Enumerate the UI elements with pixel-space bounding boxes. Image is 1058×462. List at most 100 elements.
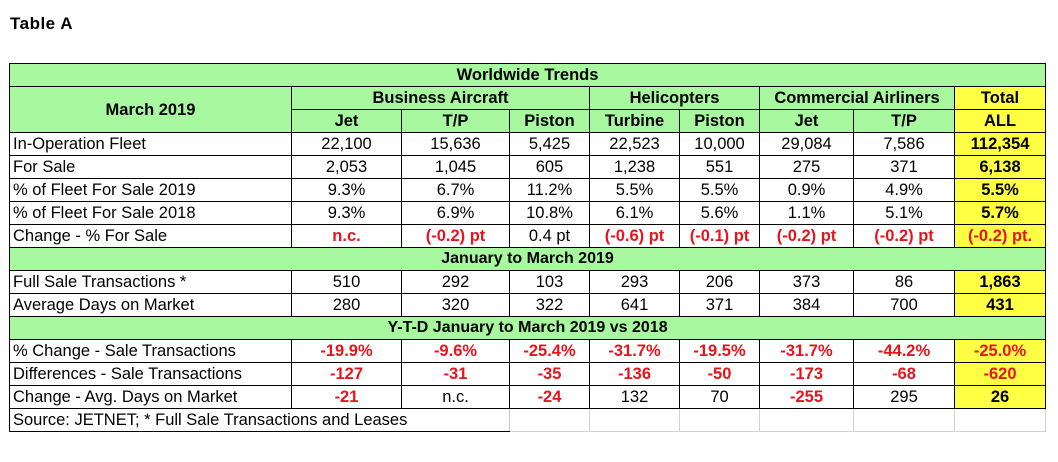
col-header: Piston — [679, 109, 760, 133]
total-cell: -620 — [953, 362, 1047, 386]
table-cell: 510 — [291, 270, 402, 294]
group-helicopters: Helicopters — [589, 86, 760, 110]
table-cell: 22,523 — [589, 132, 680, 156]
table-cell: 0.4 pt — [509, 224, 590, 248]
table-cell: 9.3% — [291, 201, 402, 225]
section-title-jan-mar: January to March 2019 — [8, 247, 1047, 271]
table-cell: 86 — [853, 270, 955, 294]
table-row: Average Days on Market 280 320 322 641 371 384… — [9, 293, 1047, 317]
table-cell: 551 — [679, 155, 760, 179]
table-cell: 641 — [589, 293, 680, 317]
total-cell: 6,138 — [953, 155, 1047, 179]
table-cell: 6.7% — [401, 178, 510, 202]
table-cell: 15,636 — [401, 132, 510, 156]
row-label: Differences - Sale Transactions — [9, 362, 292, 386]
table-cell: 322 — [509, 293, 590, 317]
row-label: Change - Avg. Days on Market — [9, 385, 292, 409]
table-cell: 1.1% — [759, 201, 854, 225]
table-cell: (-0.1) pt — [679, 224, 760, 248]
col-header: T/P — [853, 109, 955, 133]
row-label: % of Fleet For Sale 2018 — [9, 201, 292, 225]
table-cell: -173 — [759, 362, 854, 386]
table-cell: 29,084 — [759, 132, 854, 156]
empty-cell — [759, 408, 854, 432]
col-header: Turbine — [589, 109, 680, 133]
table-cell: 371 — [679, 293, 760, 317]
table-cell: 206 — [679, 270, 760, 294]
total-cell: -25.0% — [953, 339, 1047, 363]
table-cell: -255 — [759, 385, 854, 409]
table-cell: 5.1% — [853, 201, 955, 225]
table-cell: -19.5% — [679, 339, 760, 363]
table-cell: 10.8% — [509, 201, 590, 225]
table-cell: 6.1% — [589, 201, 680, 225]
table-cell: 7,586 — [853, 132, 955, 156]
table-cell: 4.9% — [853, 178, 955, 202]
empty-cell — [953, 408, 1047, 432]
col-header: Jet — [291, 109, 402, 133]
empty-cell — [589, 408, 680, 432]
row-label: % of Fleet For Sale 2019 — [9, 178, 292, 202]
total-cell: (-0.2) pt. — [953, 224, 1047, 248]
total-cell: 26 — [953, 385, 1047, 409]
row-label: Full Sale Transactions * — [9, 270, 292, 294]
table-row: Change - Avg. Days on Market -21 n.c. -24 13… — [9, 385, 1047, 409]
table-cell: 5,425 — [509, 132, 590, 156]
table-cell: -25.4% — [509, 339, 590, 363]
table-cell: 1,045 — [401, 155, 510, 179]
table-cell: (-0.2) pt — [401, 224, 510, 248]
table-cell: -21 — [291, 385, 402, 409]
table-row: Full Sale Transactions * 510 292 103 293 206 3… — [9, 270, 1047, 294]
table-cell: 371 — [853, 155, 955, 179]
table-cell: -50 — [679, 362, 760, 386]
table-cell: (-0.6) pt — [589, 224, 680, 248]
row-label: In-Operation Fleet — [9, 132, 292, 156]
table-cell: 373 — [759, 270, 854, 294]
row-label: Average Days on Market — [9, 293, 292, 317]
period-label: March 2019 — [9, 86, 292, 133]
empty-cell — [853, 408, 955, 432]
table-cell: 293 — [589, 270, 680, 294]
table-cell: 132 — [589, 385, 680, 409]
table-cell: 6.9% — [401, 201, 510, 225]
table-cell: -31 — [401, 362, 510, 386]
table-cell: -127 — [291, 362, 402, 386]
table-cell: -31.7% — [759, 339, 854, 363]
group-business-aircraft: Business Aircraft — [291, 86, 590, 110]
table-cell: 605 — [509, 155, 590, 179]
row-label: For Sale — [9, 155, 292, 179]
col-header: Piston — [509, 109, 590, 133]
col-header-total: ALL — [953, 109, 1047, 133]
group-commercial-airliners: Commercial Airliners — [759, 86, 955, 110]
table-cell: n.c. — [401, 385, 510, 409]
table-row: Differences - Sale Transactions -127 -31 -3… — [9, 362, 1047, 386]
table-cell: n.c. — [291, 224, 402, 248]
table-cell: (-0.2) pt — [759, 224, 854, 248]
group-total: Total — [953, 86, 1047, 110]
table-cell: 5.5% — [679, 178, 760, 202]
table-cell: 2,053 — [291, 155, 402, 179]
table-cell: -35 — [509, 362, 590, 386]
table-cell: -31.7% — [589, 339, 680, 363]
table-cell: 292 — [401, 270, 510, 294]
empty-cell — [509, 408, 590, 432]
table-cell: 280 — [291, 293, 402, 317]
table-cell: 320 — [401, 293, 510, 317]
table-cell: -68 — [853, 362, 955, 386]
table-row: In-Operation Fleet 22,100 15,636 5,425 22,52… — [9, 132, 1047, 156]
total-cell: 1,863 — [953, 270, 1047, 294]
table-cell: -19.9% — [291, 339, 402, 363]
col-header: T/P — [401, 109, 510, 133]
table-cell: 11.2% — [509, 178, 590, 202]
table-cell: -44.2% — [853, 339, 955, 363]
row-label: % Change - Sale Transactions — [9, 339, 292, 363]
table-cell: -136 — [589, 362, 680, 386]
source-note: Source: JETNET; * Full Sale Transactions… — [9, 408, 510, 432]
table-cell: 700 — [853, 293, 955, 317]
total-cell: 431 — [953, 293, 1047, 317]
table-cell: 103 — [509, 270, 590, 294]
row-label: Change - % For Sale — [9, 224, 292, 248]
table-cell: 275 — [759, 155, 854, 179]
col-header: Jet — [759, 109, 854, 133]
table-cell: 0.9% — [759, 178, 854, 202]
